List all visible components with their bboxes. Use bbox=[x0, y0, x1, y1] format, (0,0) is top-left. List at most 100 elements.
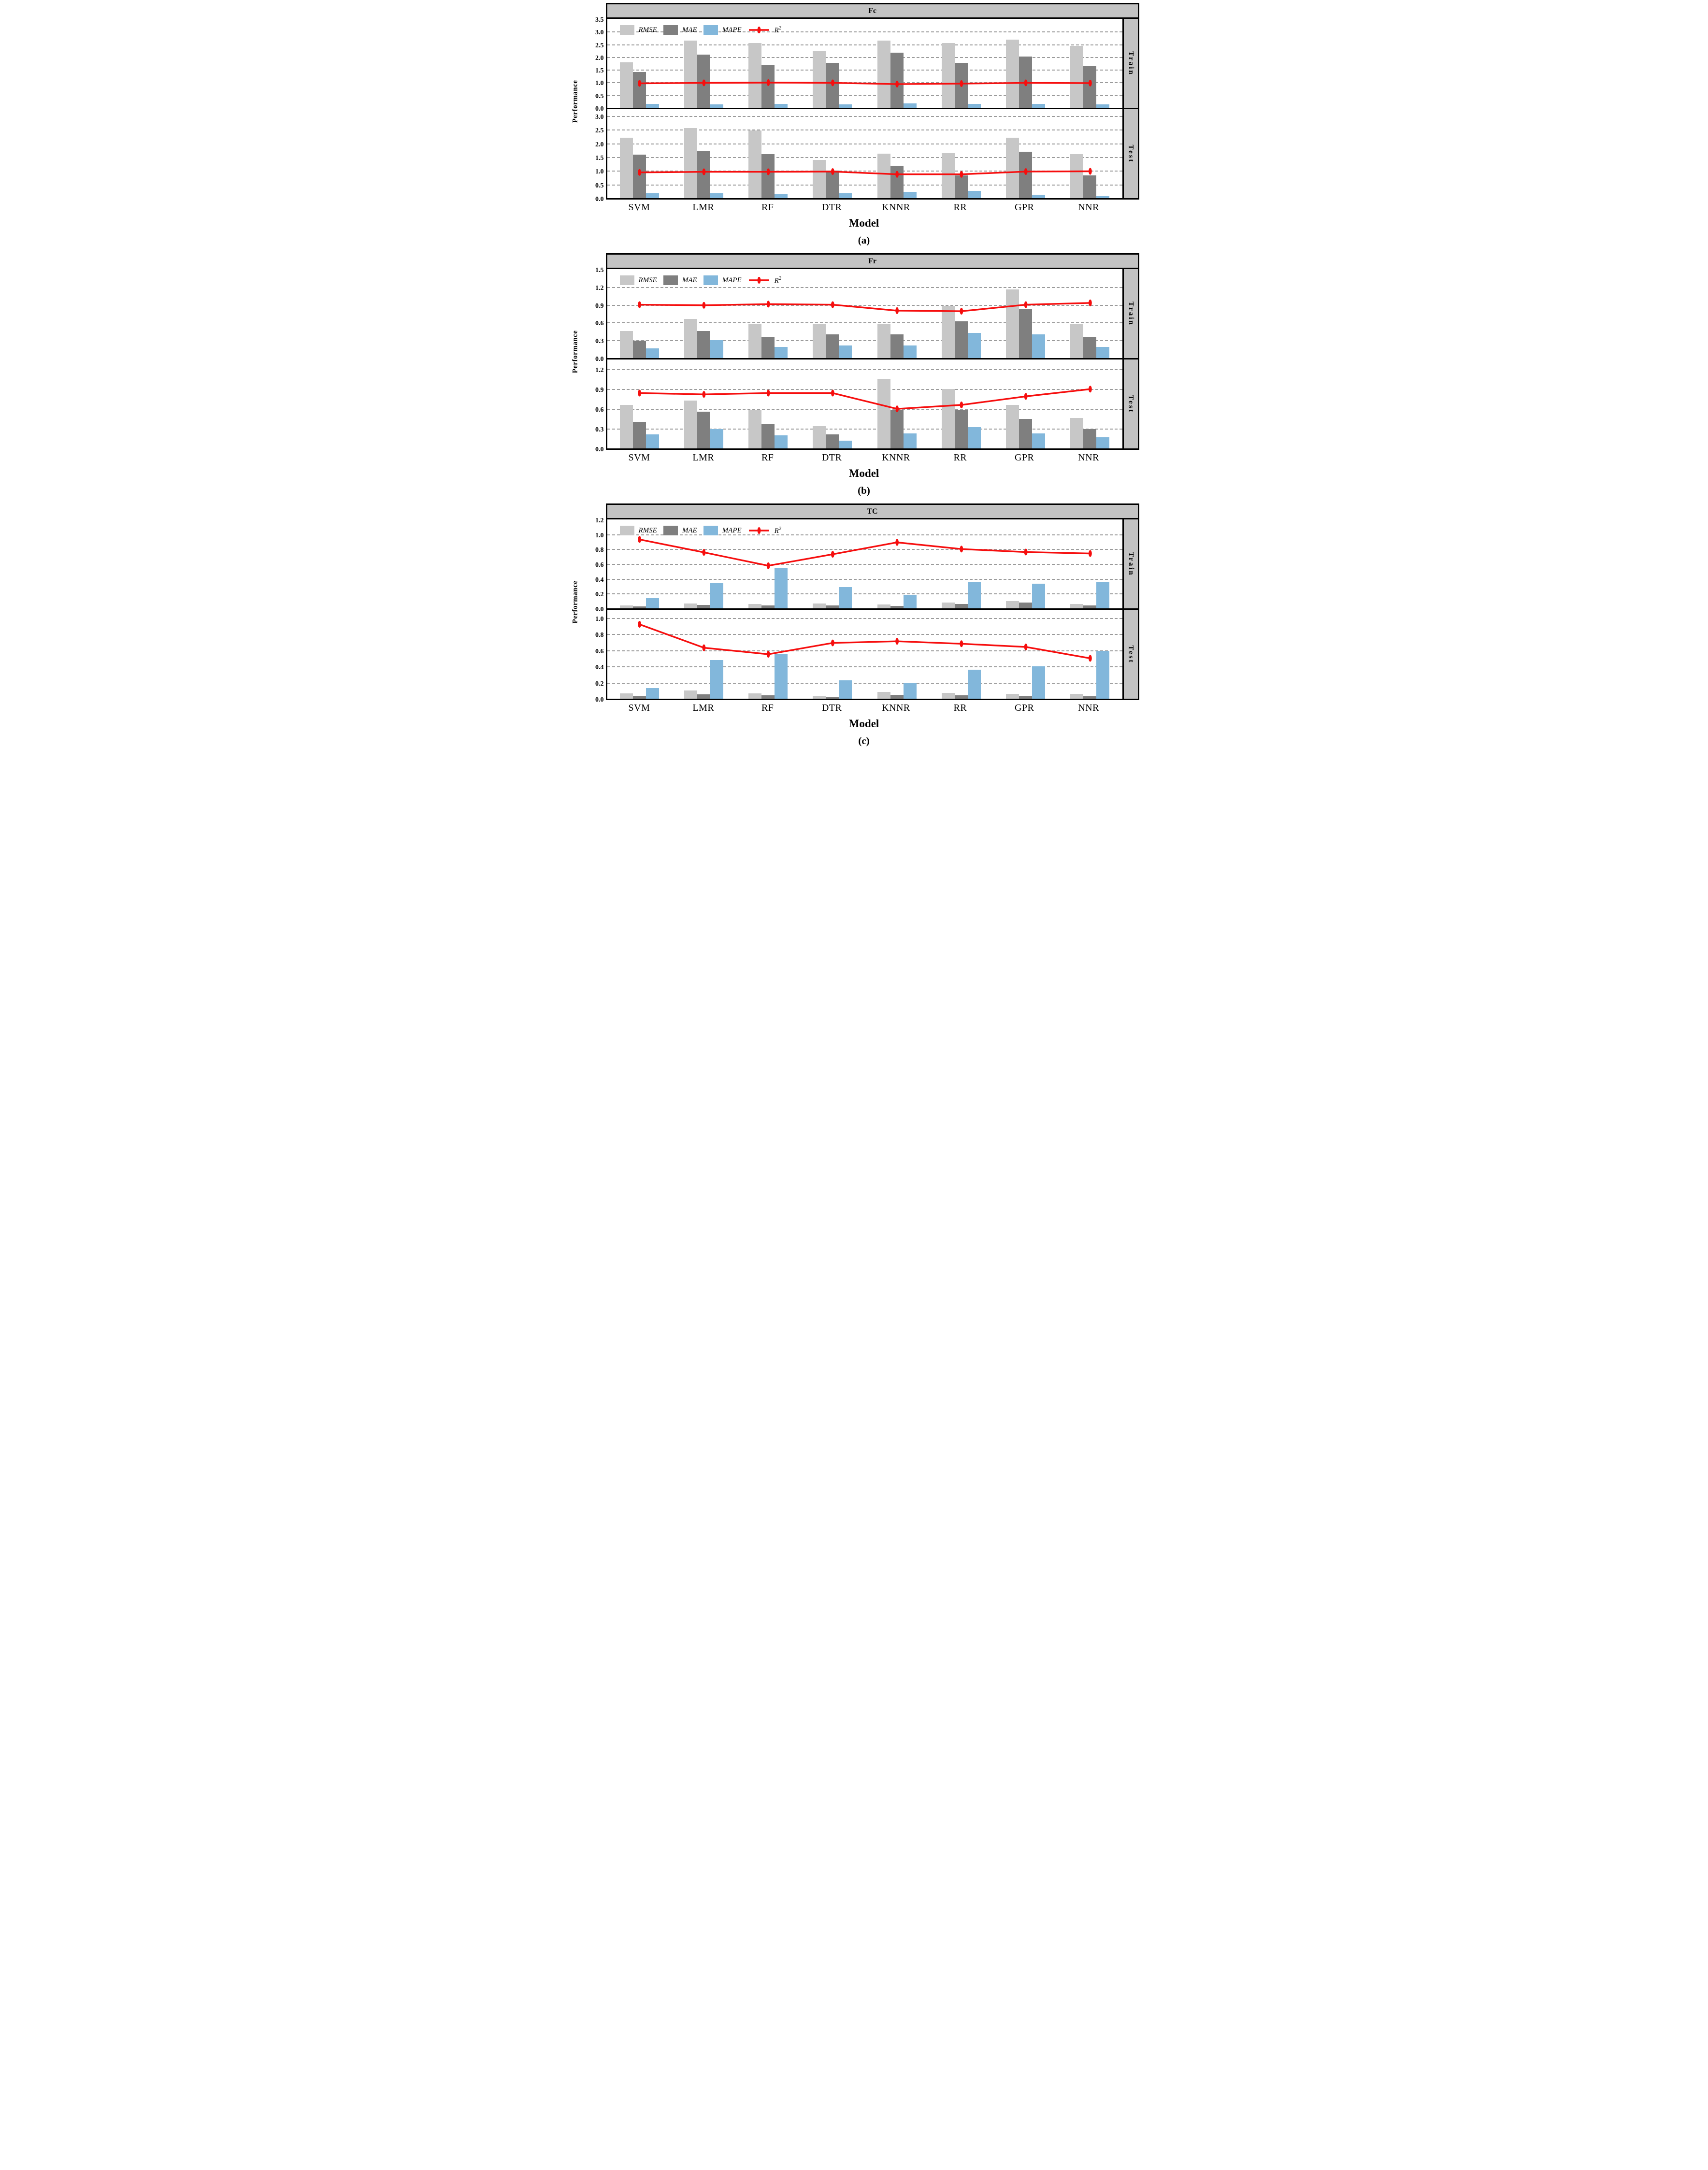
bar-mape-gpr bbox=[1032, 334, 1046, 358]
row-label-test: Test bbox=[1127, 144, 1135, 163]
y-tick-label: 0.5 bbox=[595, 92, 604, 100]
x-category-items: SVM LMR RF DTR KNNR RR GPR NNR bbox=[607, 703, 1121, 714]
bar-rmse-svm bbox=[619, 405, 633, 448]
x-category-row: SVM LMR RF DTR KNNR RR GPR NNR bbox=[569, 452, 1139, 463]
bar-rmse-lmr bbox=[684, 400, 697, 448]
chart-box: Fr RMSE MAE MAPE R2 Train Test bbox=[605, 253, 1139, 450]
y-tick-label: 0.8 bbox=[595, 632, 604, 639]
legend-swatch-mape bbox=[703, 25, 718, 35]
bar-rmse-knnr bbox=[877, 40, 890, 108]
gridline bbox=[607, 287, 1122, 288]
gridline bbox=[607, 184, 1122, 186]
bar-mae-knnr bbox=[890, 334, 904, 358]
gridline bbox=[607, 44, 1122, 45]
legend-label-rmse: RMSE bbox=[638, 276, 657, 284]
bar-mae-rf bbox=[761, 65, 775, 108]
bar-rmse-dtr bbox=[813, 695, 826, 699]
legend-r2-line-sample bbox=[748, 277, 769, 284]
legend-label-mape: MAPE bbox=[722, 526, 742, 534]
legend-swatch-mae bbox=[663, 526, 678, 535]
bar-mape-nnr bbox=[1096, 651, 1110, 699]
gridline bbox=[607, 666, 1122, 668]
gridline bbox=[607, 31, 1122, 33]
bar-mae-svm bbox=[632, 341, 646, 358]
bar-rmse-svm bbox=[619, 62, 633, 108]
r2-marker bbox=[1024, 548, 1028, 556]
bar-mae-dtr bbox=[826, 605, 839, 608]
bar-rmse-nnr bbox=[1070, 418, 1084, 448]
gridline bbox=[607, 534, 1122, 535]
legend-label-mae: MAE bbox=[682, 276, 697, 284]
bar-rmse-rf bbox=[748, 130, 762, 198]
y-tick-label: 0.0 bbox=[595, 356, 604, 363]
r2-marker bbox=[637, 169, 641, 176]
bar-mape-svm bbox=[646, 688, 659, 699]
bar-rmse-knnr bbox=[877, 324, 890, 358]
r2-marker bbox=[959, 640, 963, 647]
y-tick-label: 2.0 bbox=[595, 54, 604, 62]
row-label-test-cell: Test bbox=[1123, 608, 1138, 699]
r2-marker bbox=[831, 301, 834, 308]
r2-marker bbox=[1024, 643, 1028, 650]
r2-marker bbox=[766, 168, 770, 175]
gridline bbox=[607, 369, 1122, 371]
bar-mape-rf bbox=[775, 346, 788, 358]
bar-mae-rr bbox=[954, 175, 968, 198]
bar-mae-rf bbox=[761, 154, 775, 198]
y-tick-label: 1.0 bbox=[595, 615, 604, 623]
bar-mae-rf bbox=[761, 605, 775, 608]
r2-marker bbox=[702, 302, 705, 309]
legend-swatch-mape bbox=[703, 526, 718, 535]
bar-rmse-rr bbox=[941, 43, 955, 108]
y-tick-label: 1.0 bbox=[595, 168, 604, 176]
panel-b: Performance 0.0 0.3 0.6 0.9 1.2 1.5 0.0 0.3 0.6 0… bbox=[569, 253, 1139, 497]
bar-mape-nnr bbox=[1096, 346, 1110, 358]
bar-rmse-dtr bbox=[813, 51, 826, 108]
bar-mape-nnr bbox=[1096, 104, 1110, 108]
r2-line bbox=[637, 536, 1092, 569]
y-tick-label: 0.5 bbox=[595, 182, 604, 189]
bar-mape-rf bbox=[775, 567, 788, 608]
bar-mae-rr bbox=[954, 604, 968, 608]
row-label-train: Train bbox=[1127, 551, 1135, 576]
bar-rmse-knnr bbox=[877, 691, 890, 699]
r2-marker bbox=[959, 308, 963, 315]
bar-mae-nnr bbox=[1083, 336, 1097, 358]
bar-mape-rr bbox=[967, 427, 981, 448]
bar-rmse-gpr bbox=[1006, 137, 1019, 198]
bar-rmse-gpr bbox=[1006, 40, 1019, 108]
train-subplot: RMSE MAE MAPE R2 bbox=[607, 519, 1122, 608]
chart-box: Fc RMSE MAE MAPE R2 Train Test bbox=[605, 3, 1139, 200]
bar-mae-nnr bbox=[1083, 605, 1097, 608]
y-axis-title: Performance bbox=[571, 330, 579, 373]
bar-mape-knnr bbox=[903, 191, 917, 198]
r2-marker bbox=[959, 402, 963, 409]
r2-marker bbox=[831, 639, 834, 647]
x-category-items: SVM LMR RF DTR KNNR RR GPR NNR bbox=[607, 202, 1121, 213]
bar-mape-dtr bbox=[839, 193, 852, 198]
gridline bbox=[607, 593, 1122, 595]
bar-mae-lmr bbox=[697, 331, 710, 358]
bar-mape-knnr bbox=[903, 433, 917, 448]
legend-label-rmse: RMSE bbox=[638, 26, 657, 34]
chart-box: TC RMSE MAE MAPE R2 Train Test bbox=[605, 503, 1139, 700]
x-category-label-rf: RF bbox=[761, 452, 774, 463]
bar-rmse-rf bbox=[748, 410, 762, 448]
x-category-label-dtr: DTR bbox=[821, 703, 842, 713]
bar-rmse-svm bbox=[619, 331, 633, 358]
r2-marker bbox=[1088, 80, 1092, 87]
y-tick-label: 1.2 bbox=[595, 517, 604, 524]
bar-mape-dtr bbox=[839, 345, 852, 358]
bar-mae-lmr bbox=[697, 604, 710, 608]
bar-rmse-knnr bbox=[877, 378, 890, 448]
bar-mae-gpr bbox=[1019, 309, 1033, 358]
y-tick-label: 0.3 bbox=[595, 426, 604, 434]
bar-mape-lmr bbox=[710, 340, 723, 358]
bar-mape-dtr bbox=[839, 440, 852, 448]
bar-mae-rr bbox=[954, 321, 968, 358]
bar-mape-knnr bbox=[903, 682, 917, 699]
gridline bbox=[607, 322, 1122, 324]
x-category-label-rr: RR bbox=[953, 202, 967, 213]
y-tick-label: 0.6 bbox=[595, 406, 604, 414]
r2-marker bbox=[702, 549, 705, 556]
